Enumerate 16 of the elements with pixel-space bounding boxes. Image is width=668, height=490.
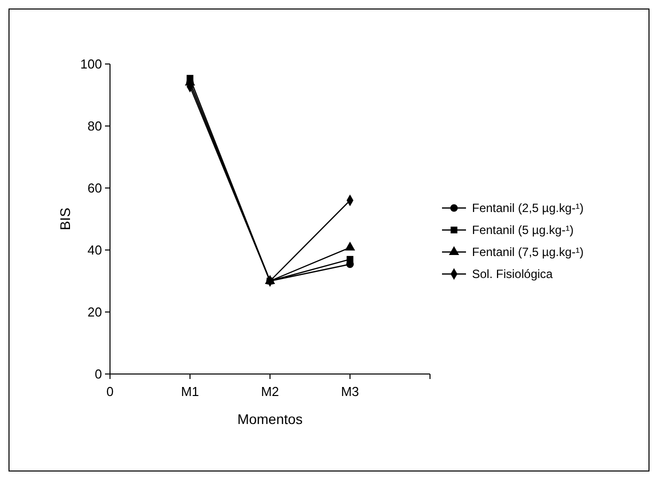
- legend-label: Fentanil (2,5 µg.kg-¹): [472, 201, 584, 216]
- x-axis-title: Momentos: [237, 411, 303, 427]
- legend-label: Fentanil (5 µg.kg-¹): [472, 223, 574, 238]
- y-tick-label: 60: [88, 180, 102, 196]
- legend-label: Sol. Fisiológica: [472, 267, 554, 282]
- y-tick-label: 80: [88, 118, 102, 134]
- x-tick-label: M2: [260, 384, 280, 399]
- x-tick-label: M3: [340, 384, 360, 399]
- y-tick-label: 0: [94, 366, 102, 382]
- y-tick-label: 40: [88, 242, 102, 258]
- legend-label: Fentanil (7,5 µg.kg-¹): [472, 245, 584, 260]
- x-tick-label: 0: [106, 384, 114, 399]
- x-tick-label: M1: [180, 384, 200, 399]
- y-tick-label: 20: [88, 304, 102, 320]
- y-tick-label: 100: [80, 56, 102, 72]
- y-axis-title: BIS: [57, 208, 73, 230]
